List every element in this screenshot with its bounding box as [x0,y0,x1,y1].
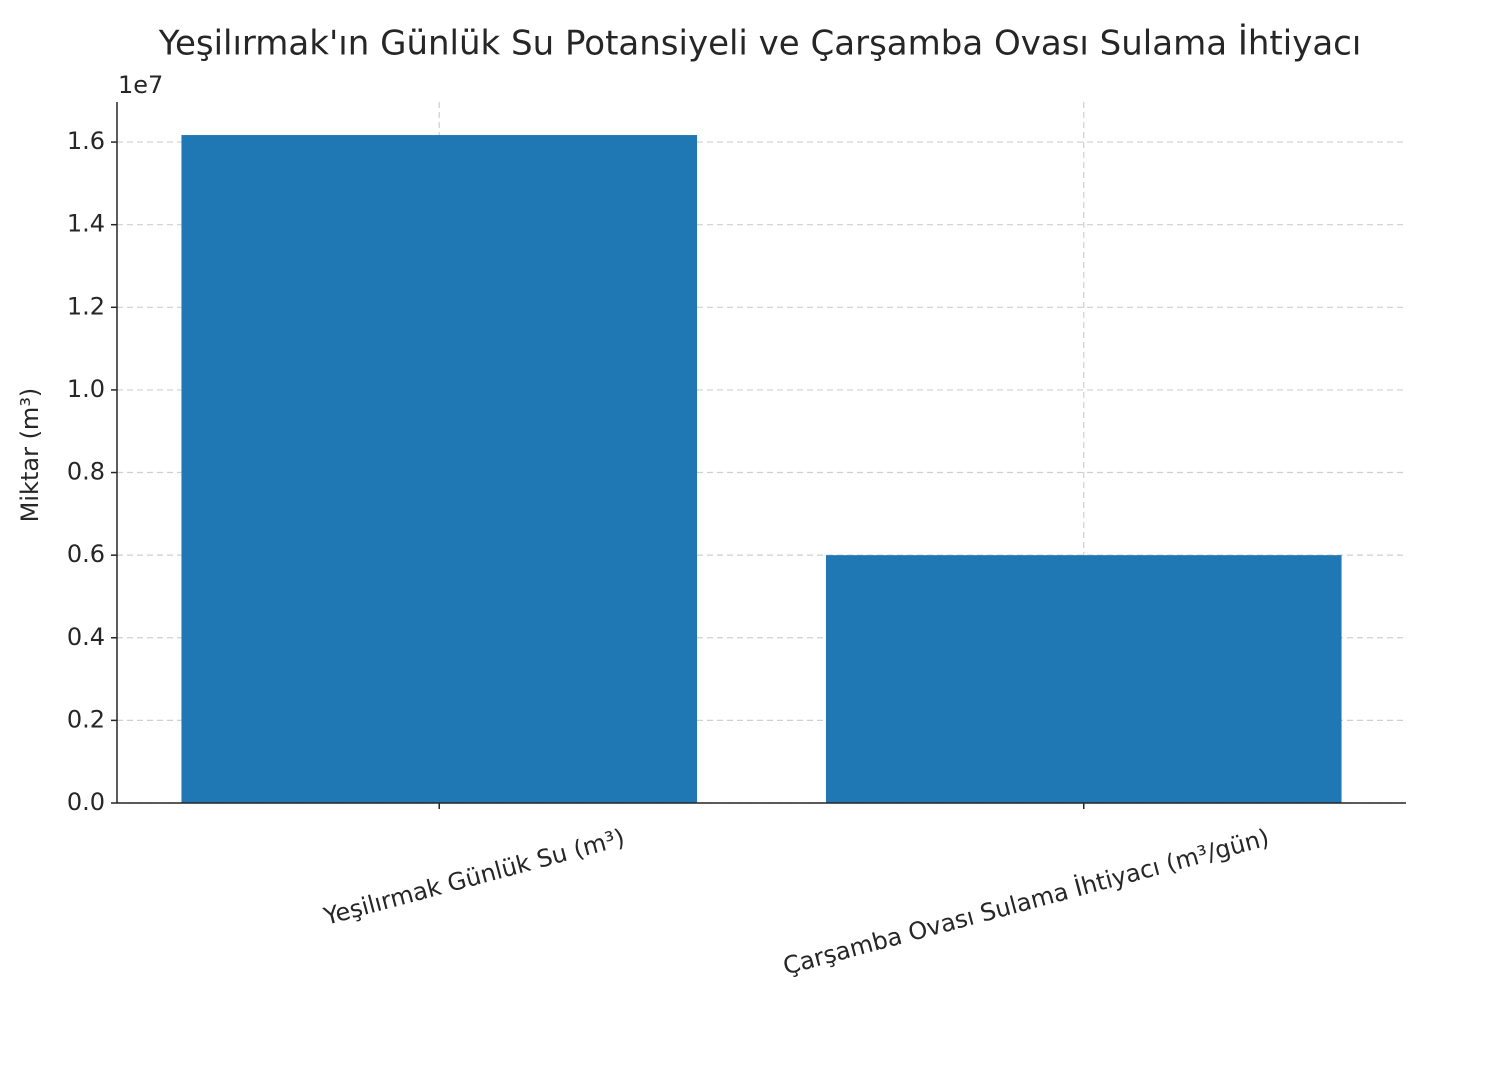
y-tick-label: 0.0 [67,788,105,816]
y-tick-label: 0.2 [67,705,105,733]
y-axis-label: Miktar (m³) [16,388,44,523]
y-tick-label: 0.6 [67,540,105,568]
chart-title: Yeşilırmak'ın Günlük Su Potansiyeli ve Ç… [158,24,1362,64]
y-tick-label: 0.8 [67,458,105,486]
y-tick-label: 0.4 [67,623,105,651]
x-tick-label: Yeşilırmak Günlük Su (m³) [320,824,628,932]
y-tick-label: 1.0 [67,375,105,403]
axis-offset-label: 1e7 [118,71,163,99]
y-tick-label: 1.2 [67,292,105,320]
x-tick-label: Çarşamba Ovası Sulama İhtiyacı (m³/gün) [780,823,1272,981]
bar [825,555,1342,803]
bar [181,135,698,803]
y-tick-label: 1.6 [67,127,105,155]
y-tick-label: 1.4 [67,210,105,238]
